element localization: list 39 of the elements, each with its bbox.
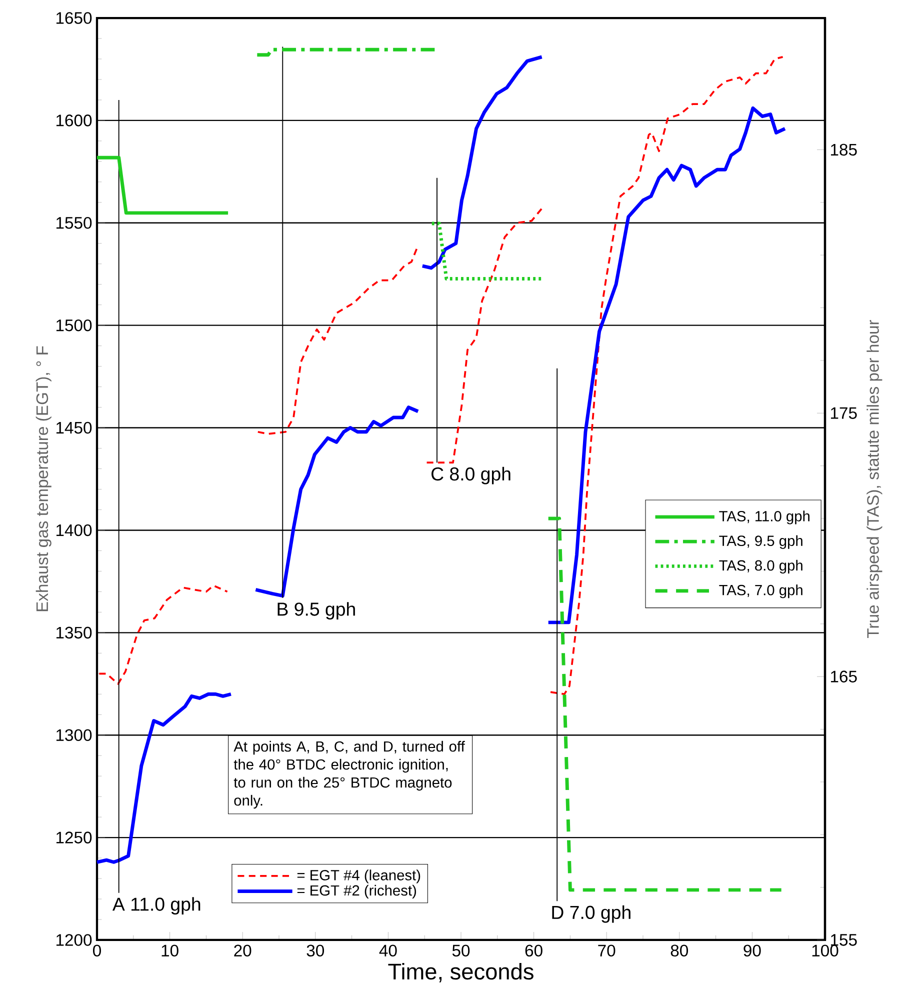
legend-label: TAS, 7.0 gph <box>719 584 802 598</box>
legend-label: = EGT #4 (leanest) <box>297 870 420 884</box>
legend-label: TAS, 9.5 gph <box>719 535 802 549</box>
y2-tick-label: 175 <box>830 407 857 419</box>
annotation: At points A, B, C, and D, turned off the 40° BTDC electronic ignition, to run on the 25° BTDC magneto only. <box>234 740 465 809</box>
y2-tick-label: 185 <box>830 144 857 156</box>
y2-tick-label: 155 <box>830 934 857 946</box>
x-tick-label: 60 <box>525 944 542 957</box>
x-tick-label: 100 <box>812 944 838 957</box>
legend-label: TAS, 11.0 gph <box>719 510 810 524</box>
y-tick-label: 1650 <box>56 12 92 24</box>
y-tick-label: 1350 <box>56 626 92 639</box>
annotation: A 11.0 gph <box>112 897 200 915</box>
x-tick-label: 30 <box>306 944 324 957</box>
x-tick-label: 10 <box>162 944 178 957</box>
y-tick-label: 1250 <box>56 832 92 844</box>
y2-tick-label: 165 <box>830 670 857 682</box>
legend-label: = EGT #2 (richest) <box>297 884 416 899</box>
x-tick-label: 20 <box>234 944 252 957</box>
x-tick-label: 40 <box>379 944 397 957</box>
x-tick-label: 0 <box>93 944 101 957</box>
x-tick-label: 80 <box>670 944 688 957</box>
y-axis-title: Exhaust gas temperature (EGT), ° F <box>36 346 52 612</box>
y-tick-label: 1600 <box>56 114 92 126</box>
y-tick-label: 1200 <box>56 934 92 946</box>
y2-axis-title: True airspeed (TAS), statute miles per hour <box>866 320 882 638</box>
x-axis-title: Time, seconds <box>388 963 534 982</box>
legend-label: TAS, 8.0 gph <box>719 560 802 574</box>
y-tick-label: 1500 <box>56 319 92 332</box>
y-tick-label: 1450 <box>56 422 92 434</box>
y-tick-label: 1300 <box>56 729 92 742</box>
y-tick-label: 1550 <box>56 217 92 229</box>
annotation: D 7.0 gph <box>552 905 630 923</box>
x-tick-label: 70 <box>598 944 616 957</box>
x-tick-label: 90 <box>744 944 761 957</box>
x-tick-label: 50 <box>452 944 470 957</box>
y-tick-label: 1400 <box>56 524 92 536</box>
annotation: B 9.5 gph <box>278 602 355 620</box>
annotation: C 8.0 gph <box>432 466 510 484</box>
